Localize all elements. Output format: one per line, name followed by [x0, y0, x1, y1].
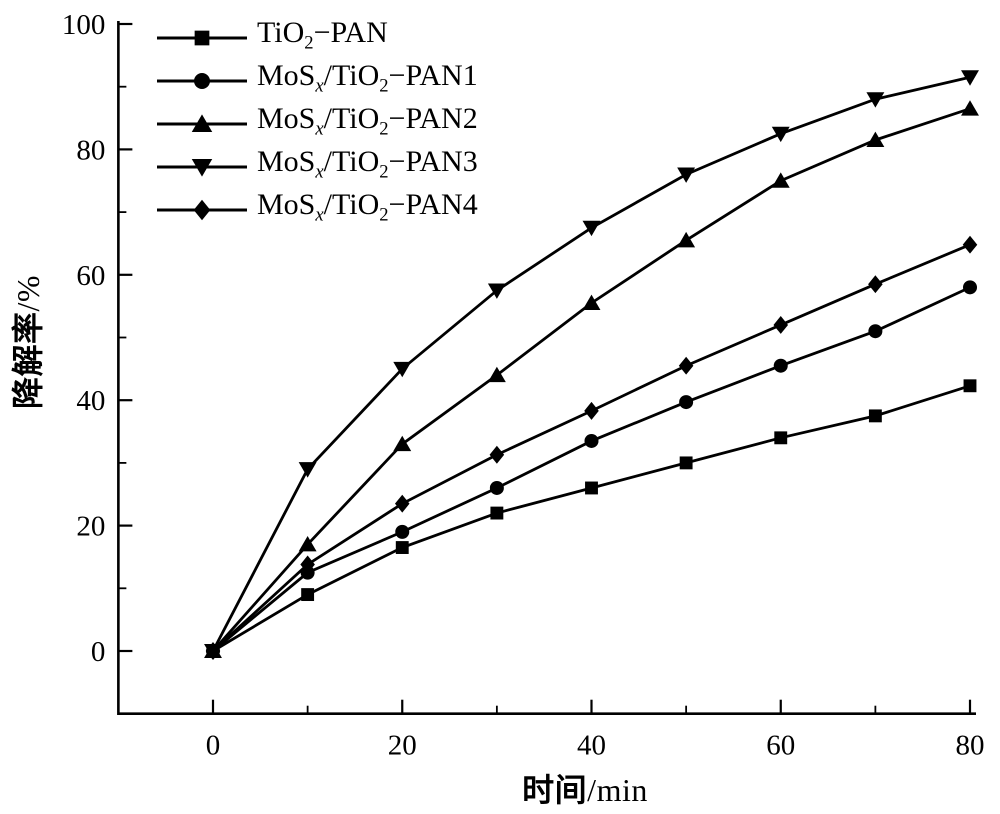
legend-item-0: TiO2−PAN — [157, 16, 388, 55]
svg-text:40: 40 — [577, 730, 606, 762]
triangle-up-marker-icon — [157, 114, 247, 132]
legend-label-4: MoSx/TiO2−PAN4 — [257, 187, 478, 226]
x-axis-title-cjk: 时间 — [522, 772, 588, 808]
series-0 — [206, 379, 977, 658]
diamond-marker-icon — [157, 199, 247, 221]
svg-text:0: 0 — [91, 636, 106, 668]
triangle-down-marker-icon — [157, 159, 247, 177]
series-1 — [206, 280, 977, 658]
svg-text:0: 0 — [206, 730, 221, 762]
legend-label-1: MoSx/TiO2−PAN1 — [257, 58, 478, 97]
svg-text:20: 20 — [76, 511, 105, 543]
legend-item-1: MoSx/TiO2−PAN1 — [157, 59, 478, 98]
svg-text:40: 40 — [76, 385, 105, 417]
square-marker-icon — [157, 30, 247, 46]
legend-item-2: MoSx/TiO2−PAN2 — [157, 102, 478, 141]
svg-text:20: 20 — [388, 730, 417, 762]
x-axis-title: 时间/min — [522, 765, 648, 811]
y-axis-title-cjk: 降解率 — [10, 311, 46, 410]
legend-label-3: MoSx/TiO2−PAN3 — [257, 144, 478, 183]
y-ticks — [118, 22, 133, 653]
svg-text:80: 80 — [76, 134, 105, 166]
svg-text:80: 80 — [956, 730, 985, 762]
x-axis-title-unit: /min — [587, 772, 648, 808]
circle-marker-icon — [157, 73, 247, 89]
legend-item-4: MoSx/TiO2−PAN4 — [157, 188, 478, 227]
series-4 — [205, 235, 978, 660]
svg-text:60: 60 — [766, 730, 795, 762]
svg-text:60: 60 — [76, 260, 105, 292]
axes — [117, 21, 976, 715]
x-tick-labels: 0 20 40 60 80 — [206, 730, 985, 762]
y-axis-title-unit: /% — [10, 274, 46, 312]
series-2 — [204, 100, 979, 658]
x-ticks — [211, 699, 972, 714]
y-tick-labels: 0 20 40 60 80 100 — [62, 9, 106, 668]
legend-label-0: TiO2−PAN — [257, 15, 388, 54]
y-axis-title: 降解率/% — [3, 275, 49, 409]
legend-label-2: MoSx/TiO2−PAN2 — [257, 101, 478, 140]
svg-text:100: 100 — [62, 9, 106, 41]
legend-item-3: MoSx/TiO2−PAN3 — [157, 145, 478, 184]
